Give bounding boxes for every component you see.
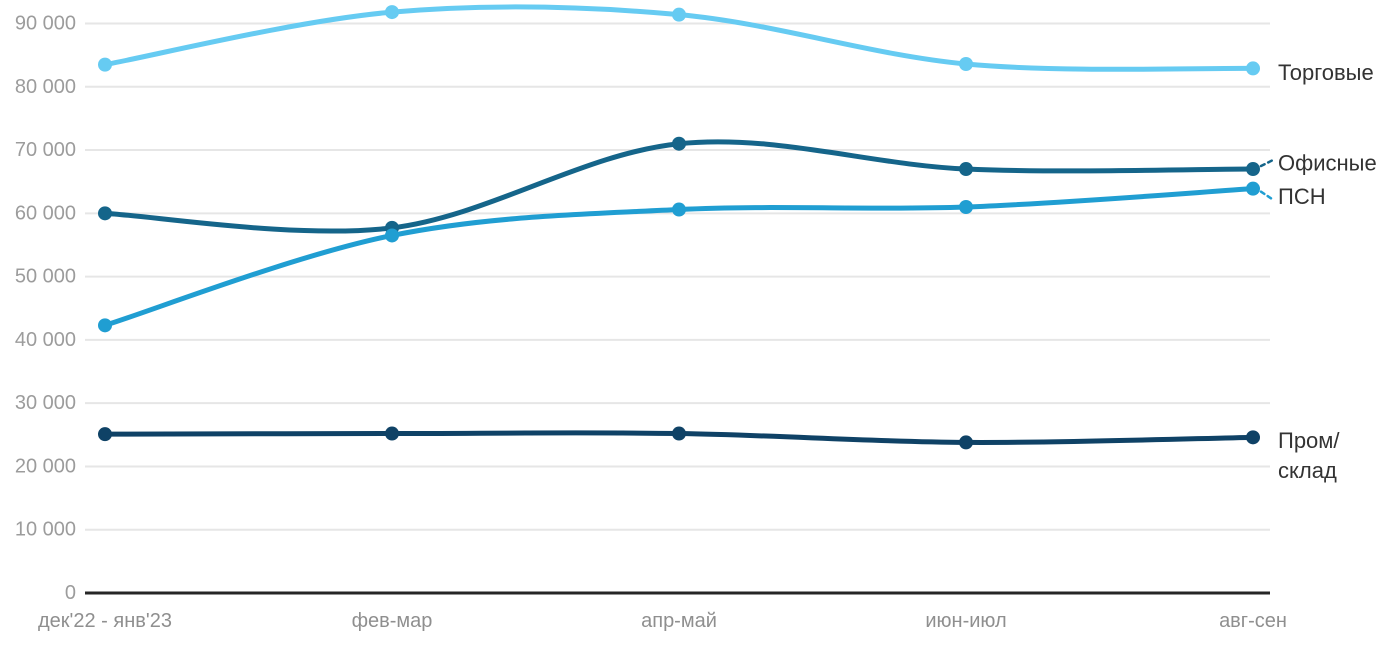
series-label-torgovye: Торговые	[1278, 60, 1374, 85]
data-point-psn	[98, 318, 112, 333]
y-axis-tick-label: 10 000	[15, 519, 76, 541]
y-axis-tick-label: 50 000	[15, 266, 76, 288]
y-axis-tick-label: 90 000	[15, 13, 76, 35]
data-point-torgovye	[672, 7, 686, 22]
data-point-prom-sklad	[1246, 430, 1260, 445]
x-axis-category-label: авг-сен	[1219, 610, 1287, 632]
series-line-ofisnye	[102, 139, 1256, 234]
y-axis-tick-label: 0	[65, 582, 76, 604]
data-point-prom-sklad	[98, 427, 112, 442]
series-label-ofisnye: Офисные	[1278, 151, 1377, 176]
data-point-ofisnye	[98, 206, 112, 221]
series-label-psn: ПСН	[1278, 184, 1326, 209]
data-point-psn	[1246, 181, 1260, 196]
y-axis-tick-label: 40 000	[15, 329, 76, 351]
y-axis-tick-label: 60 000	[15, 202, 76, 224]
series-label-prom-sklad: Пром/	[1278, 428, 1340, 453]
data-point-ofisnye	[672, 136, 686, 151]
label-connector-ofisnye	[1259, 158, 1275, 168]
x-axis-category-label: июн-июл	[925, 610, 1006, 632]
y-axis-tick-label: 20 000	[15, 455, 76, 477]
data-point-psn	[385, 228, 399, 243]
series-label-prom-sklad: склад	[1278, 458, 1337, 483]
data-point-psn	[959, 200, 973, 215]
data-point-psn	[672, 202, 686, 217]
data-point-torgovye	[959, 56, 973, 71]
x-axis-category-label: фев-мар	[352, 610, 433, 632]
data-point-ofisnye	[959, 162, 973, 177]
data-point-prom-sklad	[385, 426, 399, 441]
label-connector-psn	[1259, 190, 1275, 201]
y-axis-tick-label: 80 000	[15, 76, 76, 98]
data-point-torgovye	[1246, 61, 1260, 76]
data-point-prom-sklad	[672, 426, 686, 441]
data-point-ofisnye	[1246, 162, 1260, 177]
data-point-torgovye	[385, 5, 399, 20]
y-axis-tick-label: 30 000	[15, 392, 76, 414]
data-point-torgovye	[98, 57, 112, 72]
x-axis-category-label: дек'22 - янв'23	[38, 610, 172, 632]
y-axis-tick-label: 70 000	[15, 139, 76, 161]
data-point-prom-sklad	[959, 435, 973, 450]
x-axis-category-label: апр-май	[641, 610, 717, 632]
